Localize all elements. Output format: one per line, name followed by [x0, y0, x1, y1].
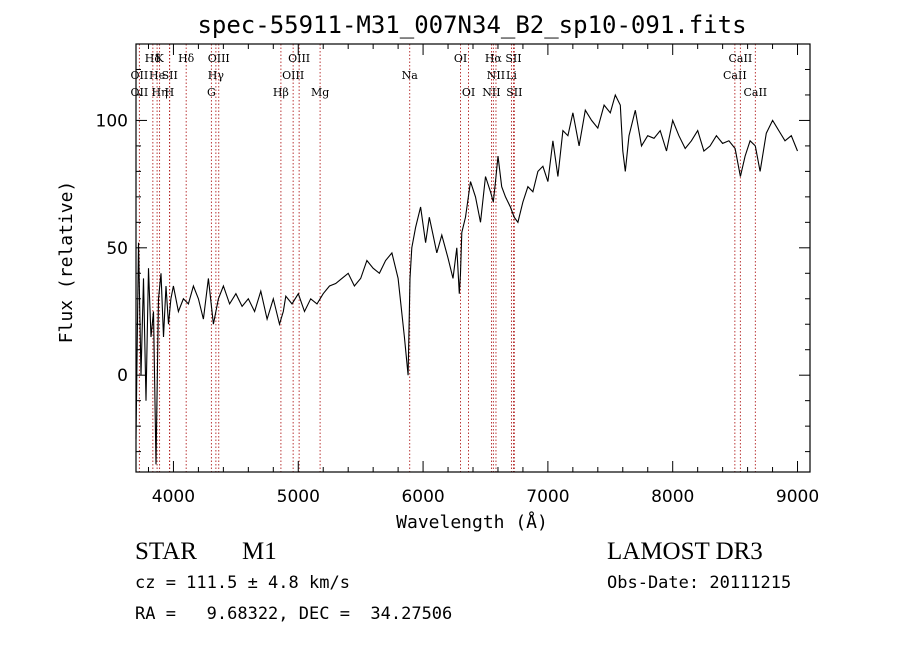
spectral-line-label: OIII	[208, 52, 230, 65]
x-tick-label: 6000	[401, 487, 444, 507]
x-axis-label: Wavelength (Å)	[396, 511, 548, 533]
spectral-line-label: Mg	[311, 86, 329, 99]
redshift-velocity: cz = 111.5 ± 4.8 km/s	[135, 573, 350, 593]
y-tick-label: 100	[96, 111, 128, 131]
spectral-line-label: SII	[506, 86, 522, 99]
spectral-line-label: Hδ	[178, 52, 195, 65]
x-tick-label: 9000	[776, 487, 819, 507]
y-axis-label: Flux (relative)	[56, 181, 77, 344]
spectral-line-label: NII	[487, 69, 505, 82]
x-tick-label: 4000	[152, 487, 195, 507]
spectral-line-label: Hβ	[273, 86, 289, 99]
spectral-line-label: OII	[131, 86, 149, 99]
spectral-line-label: SII	[505, 52, 521, 65]
coordinates: RA = 9.68322, DEC = 34.27506	[135, 604, 453, 624]
spectral-line-label: Li	[506, 69, 517, 82]
spectral-line-label: Hη	[151, 86, 167, 99]
spectral-line-label: CaII	[723, 69, 747, 82]
spectral-line-label: OII	[131, 69, 149, 82]
spectral-line-label: H	[165, 86, 175, 99]
spectral-line-label: Hδ	[145, 52, 162, 65]
object-subclass: M1	[242, 538, 277, 565]
y-tick-label: 0	[117, 366, 128, 386]
x-tick-label: 7000	[526, 487, 569, 507]
spectral-line-label: Hγ	[208, 69, 225, 82]
spectral-lines	[138, 44, 756, 472]
y-tick-label: 50	[106, 239, 128, 259]
axes: 4000 5000 6000 7000 8000 9000 0 50 100	[96, 44, 819, 507]
spectral-line-label: Hα	[485, 52, 503, 65]
spectral-line-label: OIII	[282, 69, 304, 82]
spectral-line-label: CaII	[743, 86, 767, 99]
survey-name: LAMOST DR3	[607, 538, 763, 565]
spectral-line-label: OIII	[288, 52, 310, 65]
spectral-line-label: CaII	[729, 52, 753, 65]
spectral-line-label: G	[207, 86, 216, 99]
spectral-line-label: Na	[402, 69, 419, 82]
x-tick-label: 8000	[651, 487, 694, 507]
spectral-line-label: NII	[482, 86, 500, 99]
spectral-line-label: OI	[462, 86, 475, 99]
chart-title: spec-55911-M31_007N34_B2_sp10-091.fits	[197, 11, 746, 39]
spectrum-line	[135, 93, 799, 465]
plot-frame	[135, 43, 811, 473]
spectral-line-label: OI	[454, 52, 467, 65]
x-tick-label: 5000	[277, 487, 320, 507]
spectral-line-label: K	[155, 52, 164, 65]
observation-date: Obs-Date: 20111215	[607, 573, 792, 593]
object-class: STAR	[135, 538, 197, 565]
spectral-line-label: SII	[162, 69, 178, 82]
spectral-line-label: He	[149, 69, 165, 82]
